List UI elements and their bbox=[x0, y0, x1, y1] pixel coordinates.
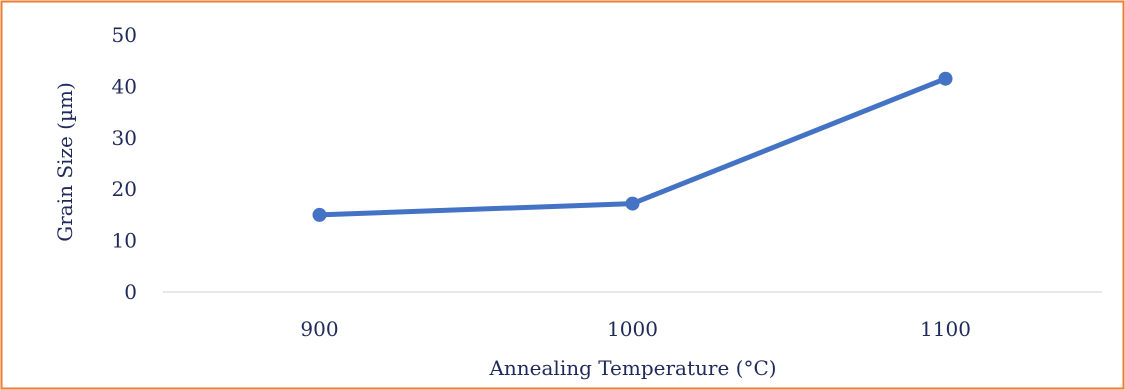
y-tick-label: 10 bbox=[112, 229, 137, 253]
y-tick-label: 20 bbox=[112, 177, 137, 201]
x-tick-label: 900 bbox=[300, 317, 338, 341]
y-tick-label: 30 bbox=[112, 126, 137, 150]
x-tick-label: 1000 bbox=[607, 317, 658, 341]
data-point bbox=[312, 207, 327, 222]
data-point bbox=[938, 71, 953, 86]
x-axis-title: Annealing Temperature (°C) bbox=[488, 356, 776, 380]
y-axis-ticks: 0 10 20 30 40 50 bbox=[112, 23, 137, 304]
y-tick-label: 40 bbox=[112, 74, 137, 98]
x-tick-label: 1100 bbox=[920, 317, 971, 341]
y-tick-label: 0 bbox=[124, 280, 137, 304]
series-line bbox=[317, 76, 948, 218]
series-layer bbox=[312, 71, 953, 222]
x-axis-ticks: 900 1000 1100 bbox=[300, 317, 971, 341]
y-axis-title: Grain Size (µm) bbox=[53, 82, 77, 242]
data-point bbox=[625, 196, 640, 211]
y-tick-label: 50 bbox=[112, 23, 137, 47]
